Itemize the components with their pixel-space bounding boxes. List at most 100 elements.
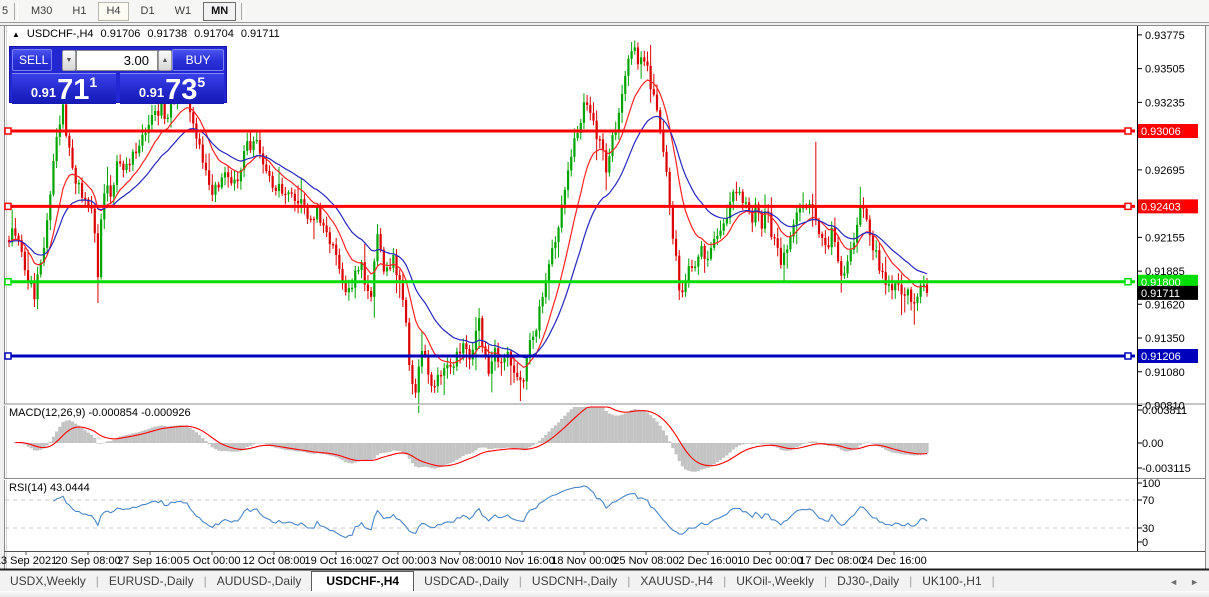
buy-price-display[interactable]: 0.91 73 5	[120, 73, 224, 106]
svg-text:0.91620: 0.91620	[1145, 299, 1185, 311]
timeframe-button-D1[interactable]: D1	[133, 2, 163, 21]
buy-button[interactable]: BUY	[172, 49, 224, 71]
rsi-panel: RSI(14) 43.0444 100 70 30 0	[5, 478, 1160, 549]
tab-separator: |	[518, 574, 522, 588]
tab-separator: |	[823, 574, 828, 588]
tab-separator: |	[723, 574, 727, 588]
toolbar-separator	[241, 2, 246, 20]
tabs-scroll-right-icon[interactable]: ►	[1190, 577, 1199, 587]
low-value: 0.91704	[194, 28, 234, 40]
svg-text:0.91800: 0.91800	[1141, 277, 1181, 289]
sell-price-pip: 1	[89, 74, 98, 90]
svg-text:0.003811: 0.003811	[1142, 405, 1187, 417]
svg-text:19 Oct 16:00: 19 Oct 16:00	[305, 555, 368, 567]
title-triangle-icon: ▲	[12, 29, 20, 39]
svg-text:5 Oct 00:00: 5 Oct 00:00	[184, 555, 241, 567]
svg-text:0.91885: 0.91885	[1145, 266, 1185, 278]
svg-text:20 Sep 08:00: 20 Sep 08:00	[55, 555, 120, 567]
svg-text:12 Oct 08:00: 12 Oct 08:00	[243, 555, 306, 567]
buy-price-big: 73	[165, 74, 198, 106]
svg-text:17 Dec 08:00: 17 Dec 08:00	[799, 555, 864, 567]
volume-input[interactable]	[76, 49, 158, 71]
svg-text:13 Sep 2021: 13 Sep 2021	[0, 555, 57, 567]
svg-text:3 Nov 08:00: 3 Nov 08:00	[430, 555, 489, 567]
chart-tab-XAUUSD--H4[interactable]: XAUUSD-,H4	[640, 574, 714, 588]
tabs-scroll-left-icon[interactable]: ◄	[1169, 577, 1179, 587]
svg-text:18 Nov 00:00: 18 Nov 00:00	[551, 555, 616, 567]
svg-text:0.93775: 0.93775	[1145, 30, 1185, 42]
timeframe-button-H1[interactable]: H1	[64, 2, 94, 21]
svg-text:100: 100	[1142, 478, 1160, 490]
chart-tab-USDCNH--Daily[interactable]: USDCNH-,Daily	[531, 574, 618, 588]
symbol-period-label: USDCHF-,H4	[26, 28, 94, 40]
svg-text:10 Dec 00:00: 10 Dec 00:00	[737, 555, 802, 567]
macd-panel: MACD(12,26,9) -0.000854 -0.000926 0.00381…	[9, 405, 1191, 475]
svg-text:0.90810: 0.90810	[1145, 401, 1185, 413]
one-click-trading-panel: SELL ▼ ▲ BUY 0.91 71 1 0.91 73 5	[9, 46, 227, 106]
chart-tab-USDCHF--H4[interactable]: USDCHF-,H4	[311, 571, 415, 591]
chart-tab-DJ30--Daily[interactable]: DJ30-,Daily	[837, 574, 900, 588]
svg-text:0.93505: 0.93505	[1145, 64, 1185, 76]
hline-0.918[interactable]: 0.91800	[4, 274, 1198, 289]
panel-dividers	[0, 403, 1209, 571]
chart-tab-UKOil--Weekly[interactable]: UKOil-,Weekly	[736, 574, 814, 588]
buy-price-pip: 5	[197, 74, 206, 90]
hline-0.91206[interactable]: 0.91206	[4, 349, 1198, 363]
high-value: 0.91738	[147, 28, 188, 40]
tab-separator: |	[95, 574, 99, 588]
timeframe-button-MN[interactable]: MN	[203, 1, 237, 21]
svg-text:0.91206: 0.91206	[1141, 351, 1181, 363]
svg-text:0.92695: 0.92695	[1145, 165, 1185, 177]
candlestick-series	[7, 40, 929, 414]
ma-slow-line	[8, 115, 928, 359]
svg-text:27 Oct 00:00: 27 Oct 00:00	[367, 555, 430, 567]
svg-text:27 Sep 16:00: 27 Sep 16:00	[117, 555, 182, 567]
svg-text:30: 30	[1142, 523, 1154, 535]
svg-text:-0.003115: -0.003115	[1142, 463, 1191, 475]
svg-text:25 Nov 08:00: 25 Nov 08:00	[613, 555, 678, 567]
svg-text:MACD(12,26,9) -0.000854 -0.000: MACD(12,26,9) -0.000854 -0.000926	[9, 407, 191, 419]
svg-text:0.91350: 0.91350	[1145, 333, 1185, 345]
price-axis: 0.93775 0.93505 0.93235 0.92695 0.92155 0.918…	[1137, 26, 1185, 551]
svg-text:0.91080: 0.91080	[1145, 367, 1185, 379]
sell-button[interactable]: SELL	[12, 49, 52, 71]
timeframe-toolbar: 5 M30 H1 H4 D1 W1 MN	[0, 0, 1209, 23]
down-arrow-icon: ▼	[65, 56, 73, 64]
svg-text:0: 0	[1142, 537, 1148, 549]
svg-text:0.93006: 0.93006	[1141, 126, 1181, 138]
tab-separator: |	[627, 574, 631, 588]
up-arrow-icon: ▲	[161, 56, 169, 64]
hline-0.92403[interactable]: 0.92403	[4, 199, 1198, 214]
volume-increase-button[interactable]: ▲	[158, 49, 172, 71]
chart-tab-EURUSD--Daily[interactable]: EURUSD-,Daily	[108, 574, 194, 588]
sell-price-prefix: 0.91	[30, 85, 57, 100]
svg-text:10 Nov 16:00: 10 Nov 16:00	[489, 555, 554, 567]
chart-tab-AUDUSD--Daily[interactable]: AUDUSD-,Daily	[216, 574, 302, 588]
svg-text:0.92155: 0.92155	[1145, 232, 1185, 244]
chart-tab-USDCAD--Daily[interactable]: USDCAD-,Daily	[424, 574, 509, 588]
chart-tab-UK100--H1[interactable]: UK100-,H1	[922, 574, 982, 588]
rsi-line	[53, 485, 928, 539]
open-value: 0.91706	[100, 28, 141, 40]
timeframe-button-5[interactable]: 5	[0, 2, 9, 21]
macd-signal-line	[15, 406, 928, 467]
tab-separator: |	[909, 574, 913, 588]
sell-price-big: 71	[57, 74, 90, 106]
svg-text:70: 70	[1142, 495, 1154, 507]
timeframe-button-M30[interactable]: M30	[23, 2, 60, 21]
tab-separator: |	[991, 574, 995, 588]
timeframe-button-H4[interactable]: H4	[98, 1, 129, 21]
close-value: 0.91711	[240, 28, 280, 40]
hline-0.93006[interactable]: 0.93006	[4, 124, 1198, 138]
chart-ohlc-title: ▲ USDCHF-,H4 0.91706 0.91738 0.91704 0.9…	[12, 28, 280, 40]
svg-text:RSI(14) 43.0444: RSI(14) 43.0444	[9, 482, 90, 494]
svg-text:24 Dec 16:00: 24 Dec 16:00	[861, 555, 926, 567]
timeframe-button-W1[interactable]: W1	[167, 2, 200, 21]
sell-price-display[interactable]: 0.91 71 1	[12, 73, 116, 106]
chart-tab-USDX-Weekly[interactable]: USDX,Weekly	[10, 574, 86, 588]
buy-price-prefix: 0.91	[138, 85, 165, 100]
volume-decrease-button[interactable]: ▼	[62, 49, 76, 71]
toolbar-separator	[14, 2, 18, 20]
